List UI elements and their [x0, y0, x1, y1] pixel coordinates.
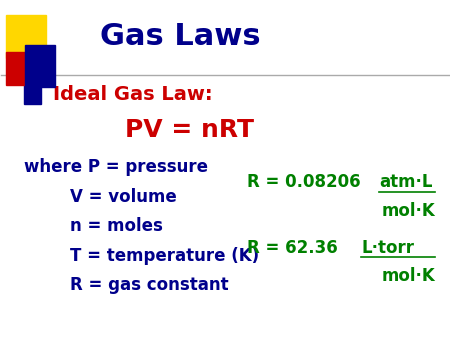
Text: V = volume: V = volume	[24, 188, 176, 206]
Bar	[6, 15, 46, 58]
Text: mol·K: mol·K	[382, 202, 435, 220]
Text: n = moles: n = moles	[24, 217, 162, 235]
Text: PV = nRT: PV = nRT	[125, 118, 254, 142]
Text: L·torr: L·torr	[361, 239, 414, 257]
Bar	[25, 45, 55, 87]
Text: R = 0.08206: R = 0.08206	[248, 173, 367, 191]
Text: atm·L: atm·L	[379, 173, 433, 191]
Bar	[24, 85, 41, 104]
Text: R = 62.36: R = 62.36	[248, 239, 344, 257]
Text: where P = pressure: where P = pressure	[24, 158, 208, 176]
Text: T = temperature (K): T = temperature (K)	[24, 247, 259, 265]
Text: R = gas constant: R = gas constant	[24, 276, 228, 294]
Text: Gas Laws: Gas Laws	[100, 22, 261, 51]
Text: mol·K: mol·K	[382, 267, 435, 285]
Bar	[6, 52, 31, 85]
Text: Ideal Gas Law:: Ideal Gas Law:	[53, 85, 212, 104]
